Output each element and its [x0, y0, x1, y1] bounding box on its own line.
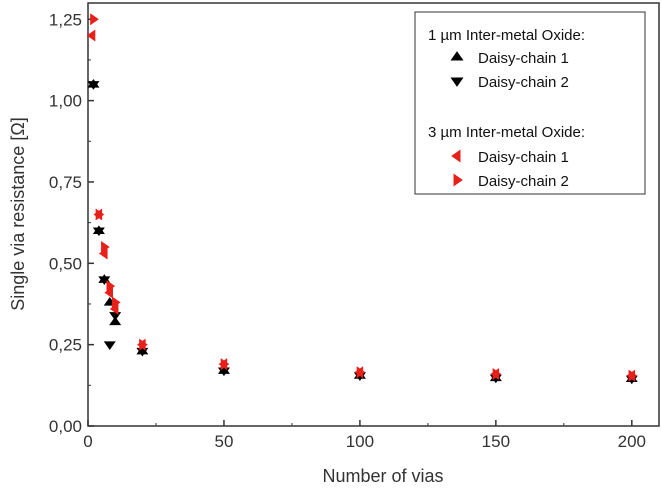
data-point-triangle-down — [92, 227, 105, 237]
data-point-triangle-down — [87, 81, 100, 90]
legend-marker-triangle-up — [450, 51, 464, 61]
legend-marker-triangle-down — [450, 77, 464, 87]
data-point-triangle-right — [492, 367, 502, 380]
data-point-triangle-right — [139, 338, 148, 351]
data-point-triangle-right — [106, 280, 116, 293]
x-tick-label: 150 — [482, 432, 510, 451]
legend-marker-triangle-left — [451, 149, 461, 163]
data-point-triangle-right — [111, 296, 121, 309]
y-tick-label: 0,75 — [49, 173, 82, 192]
data-point-triangle-down — [103, 341, 116, 351]
data-point-triangle-right — [628, 369, 638, 382]
axis-ticks — [87, 18, 633, 427]
data-point-triangle-up — [109, 316, 122, 326]
legend-group-title-2: 3 µm Inter-metal Oxide: — [428, 124, 585, 141]
y-tick-label: 1,25 — [49, 10, 82, 29]
legend-group-title-1: 1 µm Inter-metal Oxide: — [428, 27, 585, 44]
y-tick-label: 0,50 — [49, 254, 82, 273]
data-point-triangle-right — [95, 208, 105, 221]
x-tick-label: 200 — [618, 432, 646, 451]
legend-entry-1-2: Daisy-chain 2 — [478, 74, 569, 91]
legend-entry-2-2: Daisy-chain 2 — [478, 173, 569, 190]
data-points — [86, 13, 638, 385]
data-point-triangle-down — [98, 276, 111, 285]
x-tick-label: 50 — [214, 432, 233, 451]
data-point-triangle-left — [109, 302, 119, 315]
x-axis-title: Number of vias — [322, 466, 443, 486]
y-axis-title: Single via resistance [Ω] — [8, 117, 28, 311]
legend-entry-1-1: Daisy-chain 1 — [478, 50, 569, 67]
data-point-triangle-right — [90, 13, 99, 26]
y-tick-label: 0,25 — [49, 336, 82, 355]
x-tick-label: 100 — [346, 432, 374, 451]
y-tick-label: 0,00 — [49, 417, 82, 436]
y-tick-label: 1,00 — [49, 92, 82, 111]
data-point-triangle-down — [109, 312, 122, 321]
data-point-triangle-right — [101, 241, 110, 254]
data-point-triangle-left — [86, 29, 96, 42]
axis-tick-labels: 0 50 100 150 200 0,00 0,25 0,50 0,75 1,00 1,25 — [49, 10, 646, 451]
legend-box — [414, 11, 646, 195]
data-point-triangle-left — [98, 247, 108, 260]
plot-frame — [87, 2, 660, 427]
legend-markers — [450, 51, 464, 187]
data-point-triangle-right — [220, 358, 230, 371]
legend: 1 µm Inter-metal Oxide: Daisy-chain 1 Da… — [414, 11, 646, 195]
legend-entry-2-1: Daisy-chain 1 — [478, 149, 569, 166]
data-point-triangle-left — [104, 286, 113, 299]
data-point-triangle-right — [356, 366, 366, 379]
x-tick-label: 0 — [83, 432, 92, 451]
legend-marker-triangle-right — [453, 173, 463, 187]
